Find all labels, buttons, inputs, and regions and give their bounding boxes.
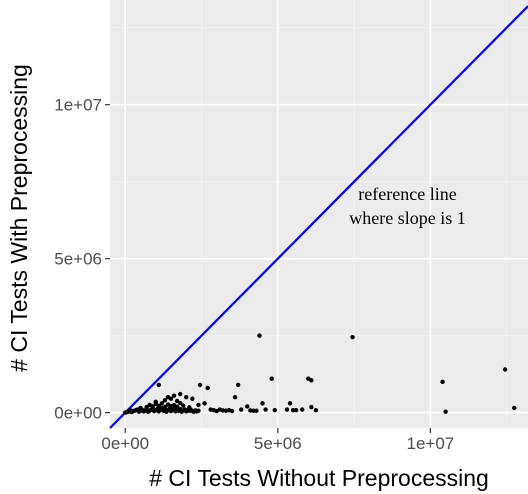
- data-point: [138, 405, 143, 411]
- data-point: [171, 393, 177, 398]
- data-point: [171, 403, 177, 408]
- data-point: [254, 408, 259, 413]
- data-point: [202, 401, 207, 406]
- annotation-line: reference line: [358, 184, 456, 204]
- data-point: [177, 400, 183, 406]
- data-point: [232, 395, 238, 400]
- data-point: [290, 407, 296, 413]
- data-point: [205, 385, 210, 391]
- data-point: [235, 382, 241, 388]
- data-points: [123, 333, 517, 415]
- y-tick-label: 5e+06: [54, 250, 102, 269]
- data-point: [287, 401, 293, 406]
- data-point: [257, 333, 262, 338]
- data-point: [165, 395, 171, 400]
- data-point: [284, 407, 290, 412]
- data-point: [196, 402, 201, 408]
- x-axis-title: # CI Tests Without Preprocessing: [149, 465, 489, 491]
- data-point: [350, 334, 355, 340]
- data-point: [162, 404, 168, 410]
- data-point: [260, 401, 265, 406]
- slope-one-line: [109, 5, 528, 429]
- data-point: [272, 407, 277, 413]
- major-gridlines: [110, 0, 528, 428]
- data-point: [443, 409, 448, 414]
- data-point: [174, 398, 180, 404]
- data-point: [440, 379, 445, 385]
- axis-ticks: [105, 104, 431, 433]
- data-point: [251, 408, 256, 413]
- y-tick-labels: 0e+00 5e+06 1e+07: [54, 96, 102, 423]
- data-point: [147, 402, 152, 408]
- data-point: [156, 382, 162, 388]
- minor-gridlines: [110, 0, 528, 428]
- data-point: [229, 408, 235, 414]
- data-point: [165, 402, 171, 407]
- data-point: [309, 404, 314, 410]
- data-point: [159, 401, 165, 406]
- data-point: [263, 407, 268, 412]
- data-point: [190, 396, 195, 401]
- y-tick-label: 1e+07: [54, 96, 102, 115]
- data-point: [293, 407, 299, 413]
- y-axis-title: # CI Tests With Preprocessing: [6, 64, 32, 372]
- x-tick-label: 0e+00: [101, 434, 149, 453]
- data-point: [196, 408, 201, 413]
- reference-line: [109, 5, 528, 429]
- data-point: [313, 407, 319, 413]
- data-point: [177, 391, 183, 397]
- data-point: [309, 378, 314, 383]
- data-point: [269, 376, 274, 381]
- data-point: [184, 395, 189, 400]
- data-point: [502, 367, 508, 372]
- data-point: [144, 404, 149, 410]
- data-point: [197, 382, 203, 388]
- x-tick-label: 5e+06: [254, 434, 302, 453]
- data-point: [187, 405, 192, 410]
- data-point: [153, 399, 158, 405]
- data-point: [238, 407, 244, 412]
- reference-line-annotation: reference line where slope is 1: [349, 184, 465, 228]
- y-tick-label: 0e+00: [54, 404, 102, 423]
- x-tick-label: 1e+07: [406, 434, 454, 453]
- annotation-line: where slope is 1: [349, 208, 465, 228]
- data-point: [245, 404, 250, 409]
- data-point: [512, 405, 517, 411]
- data-point: [300, 407, 305, 412]
- x-tick-labels: 0e+00 5e+06 1e+07: [101, 434, 454, 453]
- data-point: [162, 398, 168, 403]
- data-point: [181, 403, 186, 408]
